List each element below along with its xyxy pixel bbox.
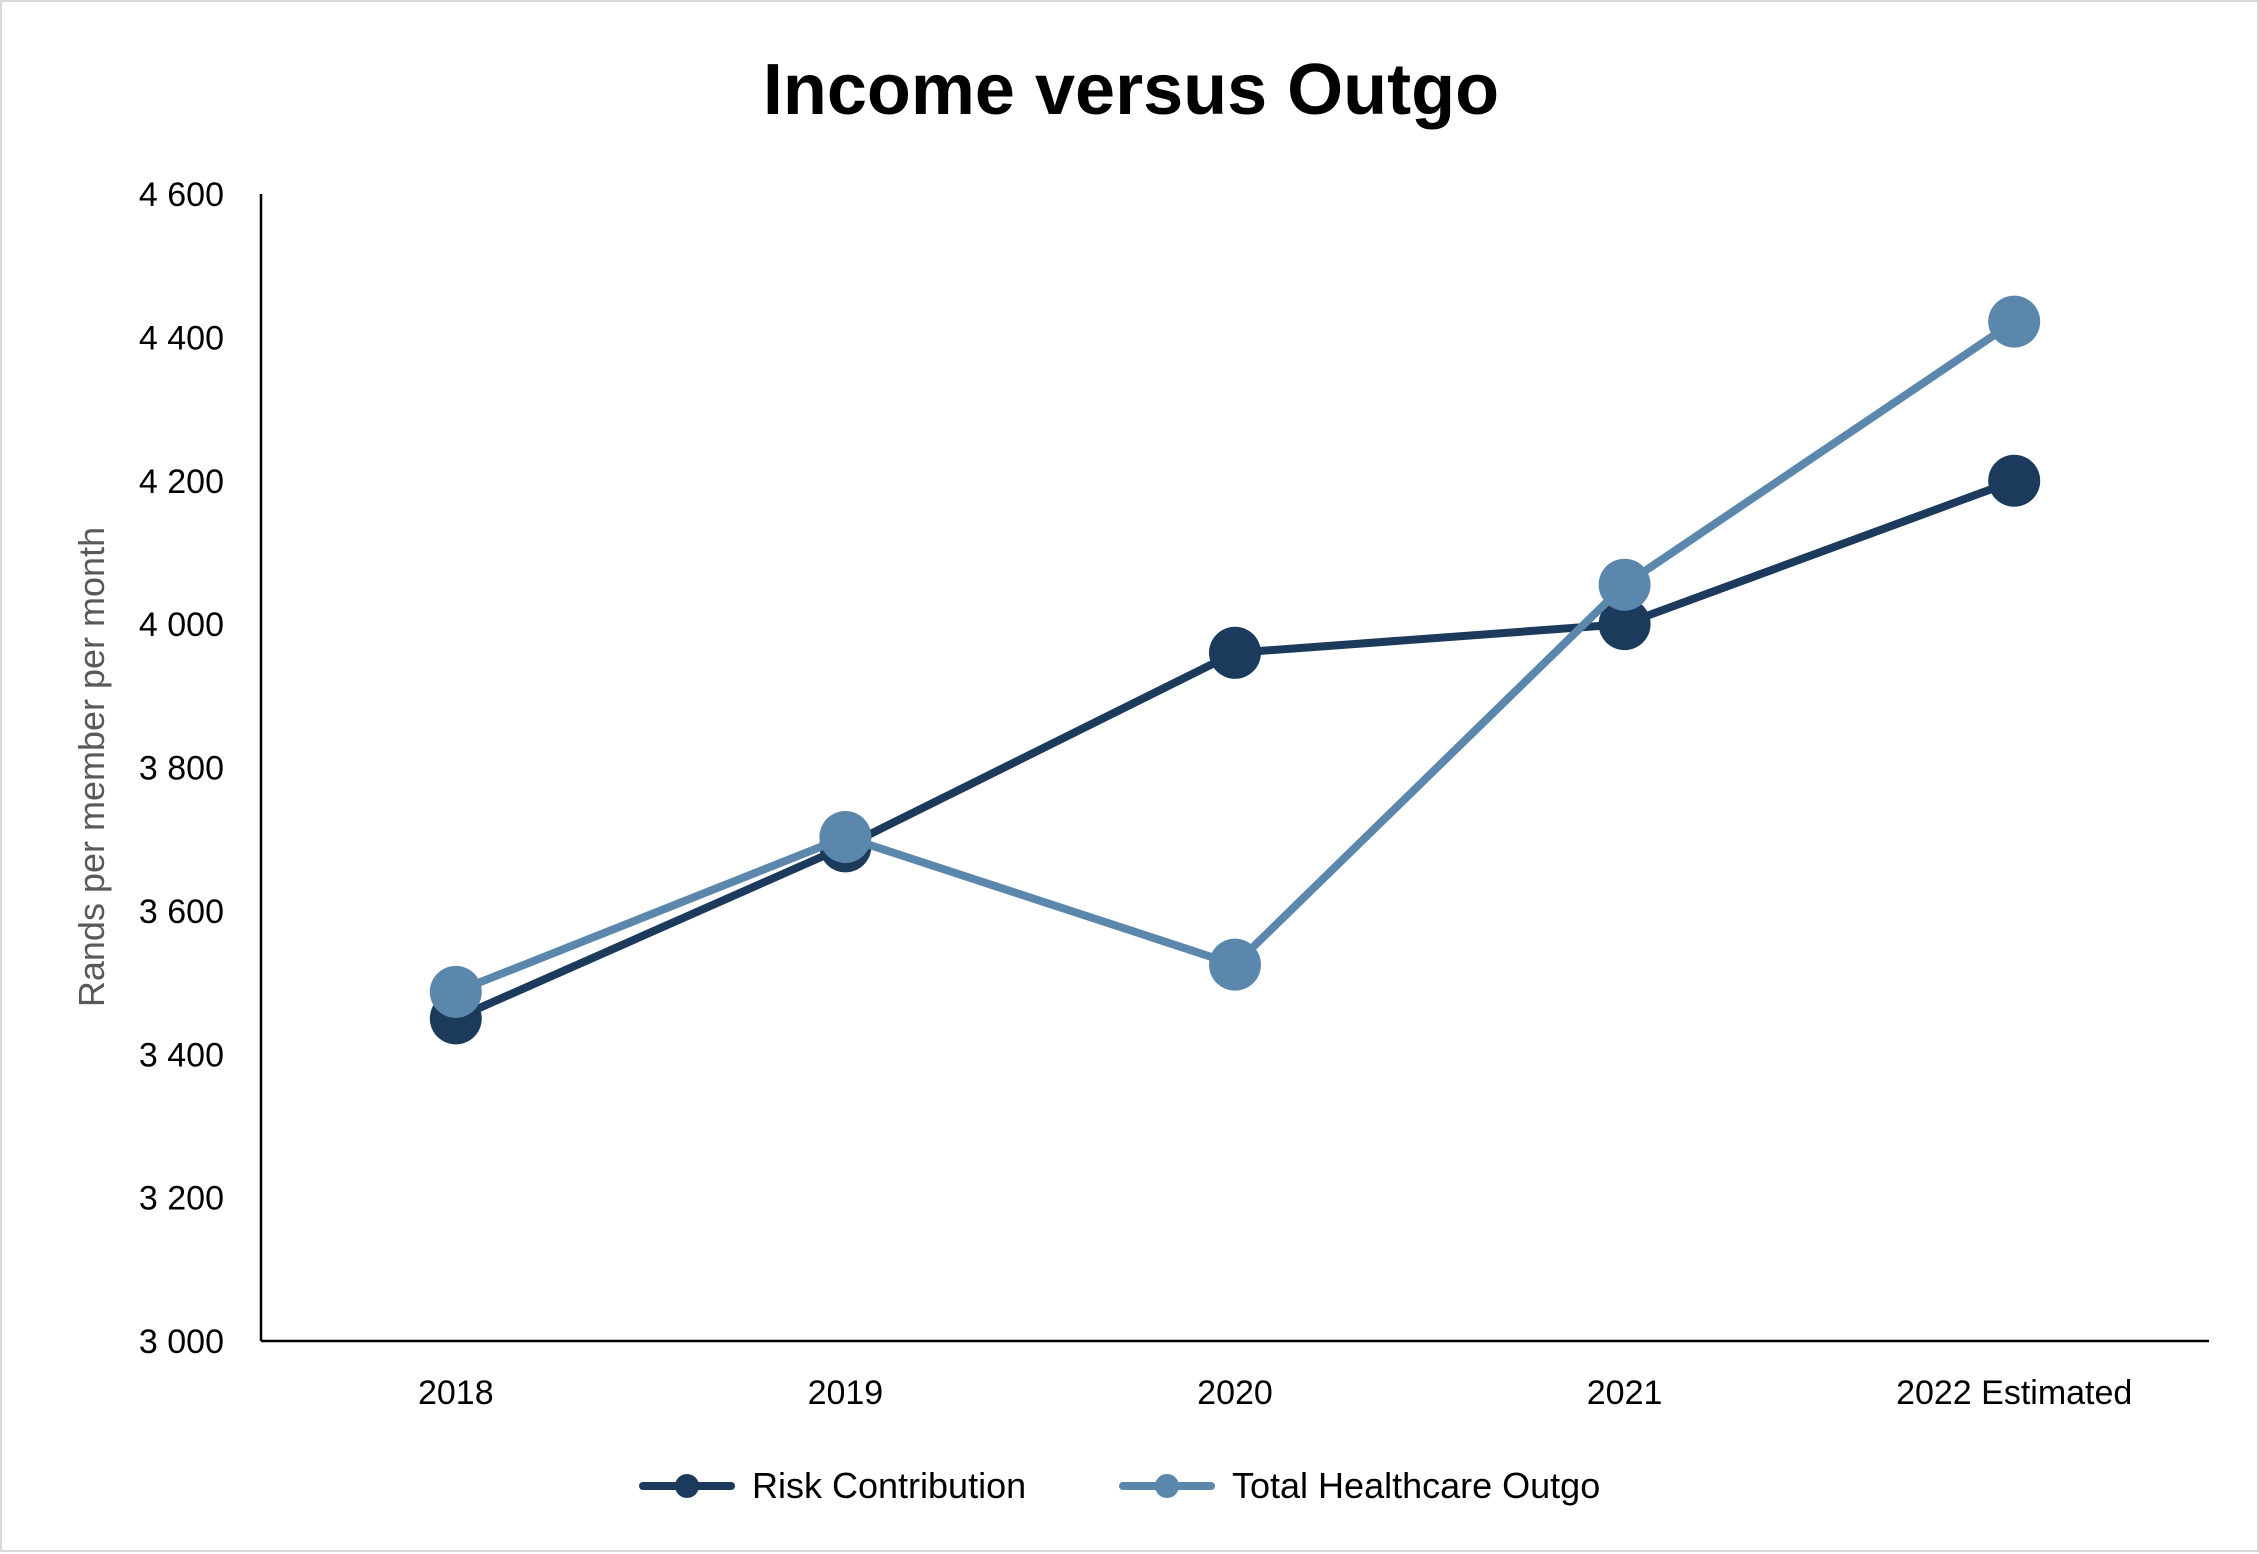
- series-1: [429, 295, 2041, 1018]
- data-point: [1209, 938, 1261, 991]
- y-tick-label: 4 600: [139, 176, 224, 214]
- y-tick-labels: 3 000 3 200 3 400 3 600 3 800 4 000 4 200 4 400…: [139, 176, 224, 1361]
- x-tick-label: 2020: [1197, 1374, 1273, 1412]
- data-point: [1598, 558, 1651, 611]
- legend-item: Total Healthcare Outgo: [1119, 1465, 1600, 1506]
- x-tick-label: 2019: [808, 1374, 884, 1412]
- y-tick-label: 3 400: [139, 1036, 224, 1074]
- x-tick-label: 2021: [1587, 1374, 1663, 1412]
- data-point: [1988, 454, 2041, 507]
- y-tick-label: 3 200: [139, 1180, 224, 1218]
- legend-item: Risk Contribution: [639, 1465, 1026, 1506]
- y-tick-label: 4 200: [139, 463, 224, 501]
- x-tick-label: 2022 Estimated: [1896, 1374, 2132, 1412]
- legend-label: Risk Contribution: [752, 1465, 1026, 1506]
- data-point: [1988, 295, 2041, 348]
- legend-marker-icon: [1155, 1474, 1179, 1498]
- data-point: [819, 811, 872, 864]
- series-line: [451, 476, 2019, 1023]
- y-tick-label: 4 000: [139, 606, 224, 644]
- chart-title: Income versus Outgo: [763, 50, 1499, 130]
- data-point: [1209, 626, 1261, 679]
- legend-marker-icon: [675, 1474, 699, 1498]
- x-tick-labels: 2018 2019 2020 2021 2022 Estimated: [418, 1374, 2132, 1412]
- legend-label: Total Healthcare Outgo: [1232, 1465, 1600, 1506]
- x-tick-label: 2018: [418, 1374, 494, 1412]
- y-tick-label: 4 400: [139, 319, 224, 357]
- y-axis-label: Rands per member per month: [71, 527, 112, 1007]
- data-point: [429, 965, 482, 1018]
- y-tick-label: 3 000: [139, 1323, 224, 1361]
- y-tick-label: 3 800: [139, 750, 224, 788]
- data-point: [1598, 598, 1651, 651]
- legend: Risk Contribution Total Healthcare Outgo: [639, 1465, 1600, 1506]
- series-layer: [429, 295, 2041, 1045]
- y-tick-label: 3 600: [139, 893, 224, 931]
